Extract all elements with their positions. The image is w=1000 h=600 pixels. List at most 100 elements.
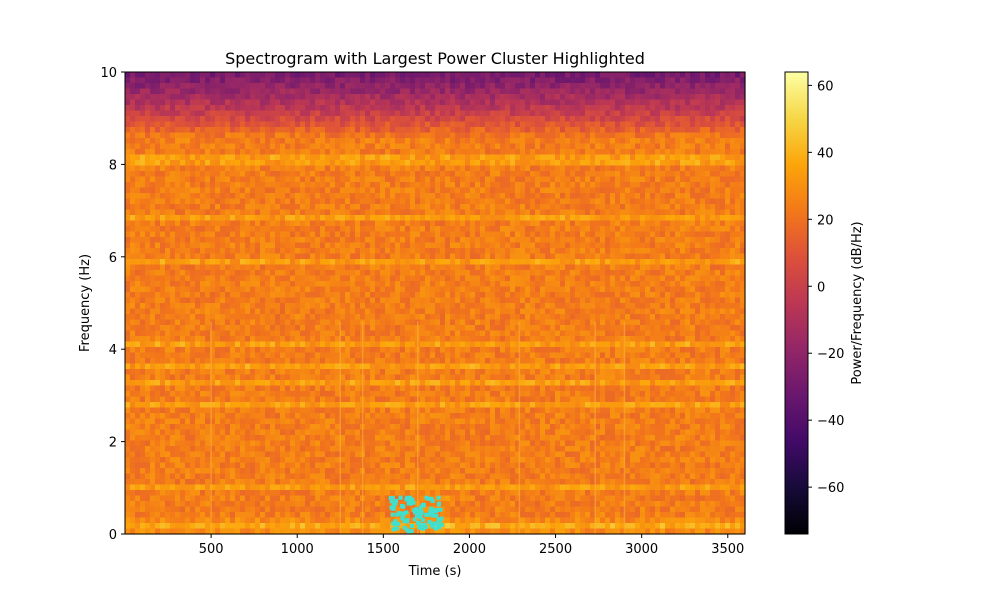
heatmap-cell xyxy=(515,160,521,167)
heatmap-cell xyxy=(545,242,551,249)
heatmap-cell xyxy=(505,94,511,101)
heatmap-cell xyxy=(435,182,441,189)
heatmap-cell xyxy=(185,259,191,266)
heatmap-cell xyxy=(570,226,576,233)
heatmap-cell xyxy=(335,259,341,266)
heatmap-cell xyxy=(605,138,611,145)
heatmap-cell xyxy=(355,176,361,183)
heatmap-cell xyxy=(405,176,411,183)
heatmap-cell xyxy=(600,72,606,79)
heatmap-cell xyxy=(685,187,691,194)
heatmap-cell xyxy=(285,187,291,194)
heatmap-cell xyxy=(620,94,626,101)
heatmap-cell xyxy=(420,242,426,249)
heatmap-cell xyxy=(405,209,411,216)
heatmap-cell xyxy=(545,198,551,205)
heatmap-cell xyxy=(470,94,476,101)
heatmap-cell xyxy=(215,154,221,161)
heatmap-cell xyxy=(715,88,721,95)
heatmap-cell xyxy=(630,281,636,288)
heatmap-cell xyxy=(415,187,421,194)
heatmap-cell xyxy=(130,165,136,172)
heatmap-cell xyxy=(505,132,511,139)
heatmap-cell xyxy=(180,182,186,189)
heatmap-cell xyxy=(140,171,146,178)
heatmap-cell xyxy=(220,248,226,255)
heatmap-cell xyxy=(675,171,681,178)
heatmap-cell xyxy=(500,72,506,79)
heatmap-cell xyxy=(285,237,291,244)
heatmap-cell xyxy=(375,149,381,156)
heatmap-cell xyxy=(420,193,426,200)
heatmap-cell xyxy=(590,198,596,205)
heatmap-cell xyxy=(375,132,381,139)
heatmap-cell xyxy=(210,105,216,112)
heatmap-cell xyxy=(675,231,681,238)
heatmap-cell xyxy=(430,77,436,84)
heatmap-cell xyxy=(675,242,681,249)
heatmap-cell xyxy=(665,275,671,282)
heatmap-cell xyxy=(510,83,516,90)
chart-title: Spectrogram with Largest Power Cluster H… xyxy=(225,49,645,68)
heatmap-cell xyxy=(510,237,516,244)
heatmap-cell xyxy=(710,270,716,277)
heatmap-cell xyxy=(610,281,616,288)
heatmap-cell xyxy=(380,121,386,128)
heatmap-cell xyxy=(580,209,586,216)
heatmap-cell xyxy=(245,281,251,288)
heatmap-cell xyxy=(450,187,456,194)
heatmap-cell xyxy=(370,154,376,161)
heatmap-cell xyxy=(410,270,416,277)
heatmap-cell xyxy=(605,83,611,90)
heatmap-cell xyxy=(570,127,576,134)
heatmap-cell xyxy=(235,275,241,282)
heatmap-cell xyxy=(640,187,646,194)
heatmap-cell xyxy=(705,242,711,249)
heatmap-cell xyxy=(720,248,726,255)
heatmap-cell xyxy=(470,127,476,134)
heatmap-cell xyxy=(335,275,341,282)
heatmap-cell xyxy=(675,264,681,271)
heatmap-cell xyxy=(650,231,656,238)
heatmap-cell xyxy=(180,275,186,282)
heatmap-cell xyxy=(245,198,251,205)
heatmap-cell xyxy=(525,253,531,260)
heatmap-cell xyxy=(285,204,291,211)
heatmap-cell xyxy=(225,264,231,271)
heatmap-cell xyxy=(580,171,586,178)
heatmap-cell xyxy=(560,138,566,145)
heatmap-cell xyxy=(445,231,451,238)
heatmap-cell xyxy=(335,160,341,167)
heatmap-cell xyxy=(310,121,316,128)
heatmap-cell xyxy=(625,121,631,128)
heatmap-cell xyxy=(400,149,406,156)
heatmap-cell xyxy=(525,110,531,117)
heatmap-cell xyxy=(355,286,361,293)
heatmap-cell xyxy=(165,105,171,112)
heatmap-cell xyxy=(695,209,701,216)
heatmap-cell xyxy=(380,77,386,84)
heatmap-cell xyxy=(715,275,721,282)
heatmap-cell xyxy=(680,242,686,249)
heatmap-cell xyxy=(710,165,716,172)
heatmap-cell xyxy=(280,193,286,200)
heatmap-cell xyxy=(540,143,546,150)
heatmap-cell xyxy=(635,264,641,271)
heatmap-cell xyxy=(420,110,426,117)
heatmap-cell xyxy=(615,204,621,211)
heatmap-cell xyxy=(415,116,421,123)
heatmap-cell xyxy=(430,110,436,117)
heatmap-cell xyxy=(160,94,166,101)
heatmap-cell xyxy=(405,281,411,288)
heatmap-cell xyxy=(130,160,136,167)
heatmap-cell xyxy=(470,160,476,167)
heatmap-cell xyxy=(550,220,556,227)
heatmap-cell xyxy=(195,143,201,150)
heatmap-cell xyxy=(600,127,606,134)
heatmap-cell xyxy=(215,204,221,211)
heatmap-cell xyxy=(560,160,566,167)
heatmap-cell xyxy=(410,204,416,211)
heatmap-cell xyxy=(295,99,301,106)
heatmap-cell xyxy=(345,182,351,189)
heatmap-cell xyxy=(300,182,306,189)
